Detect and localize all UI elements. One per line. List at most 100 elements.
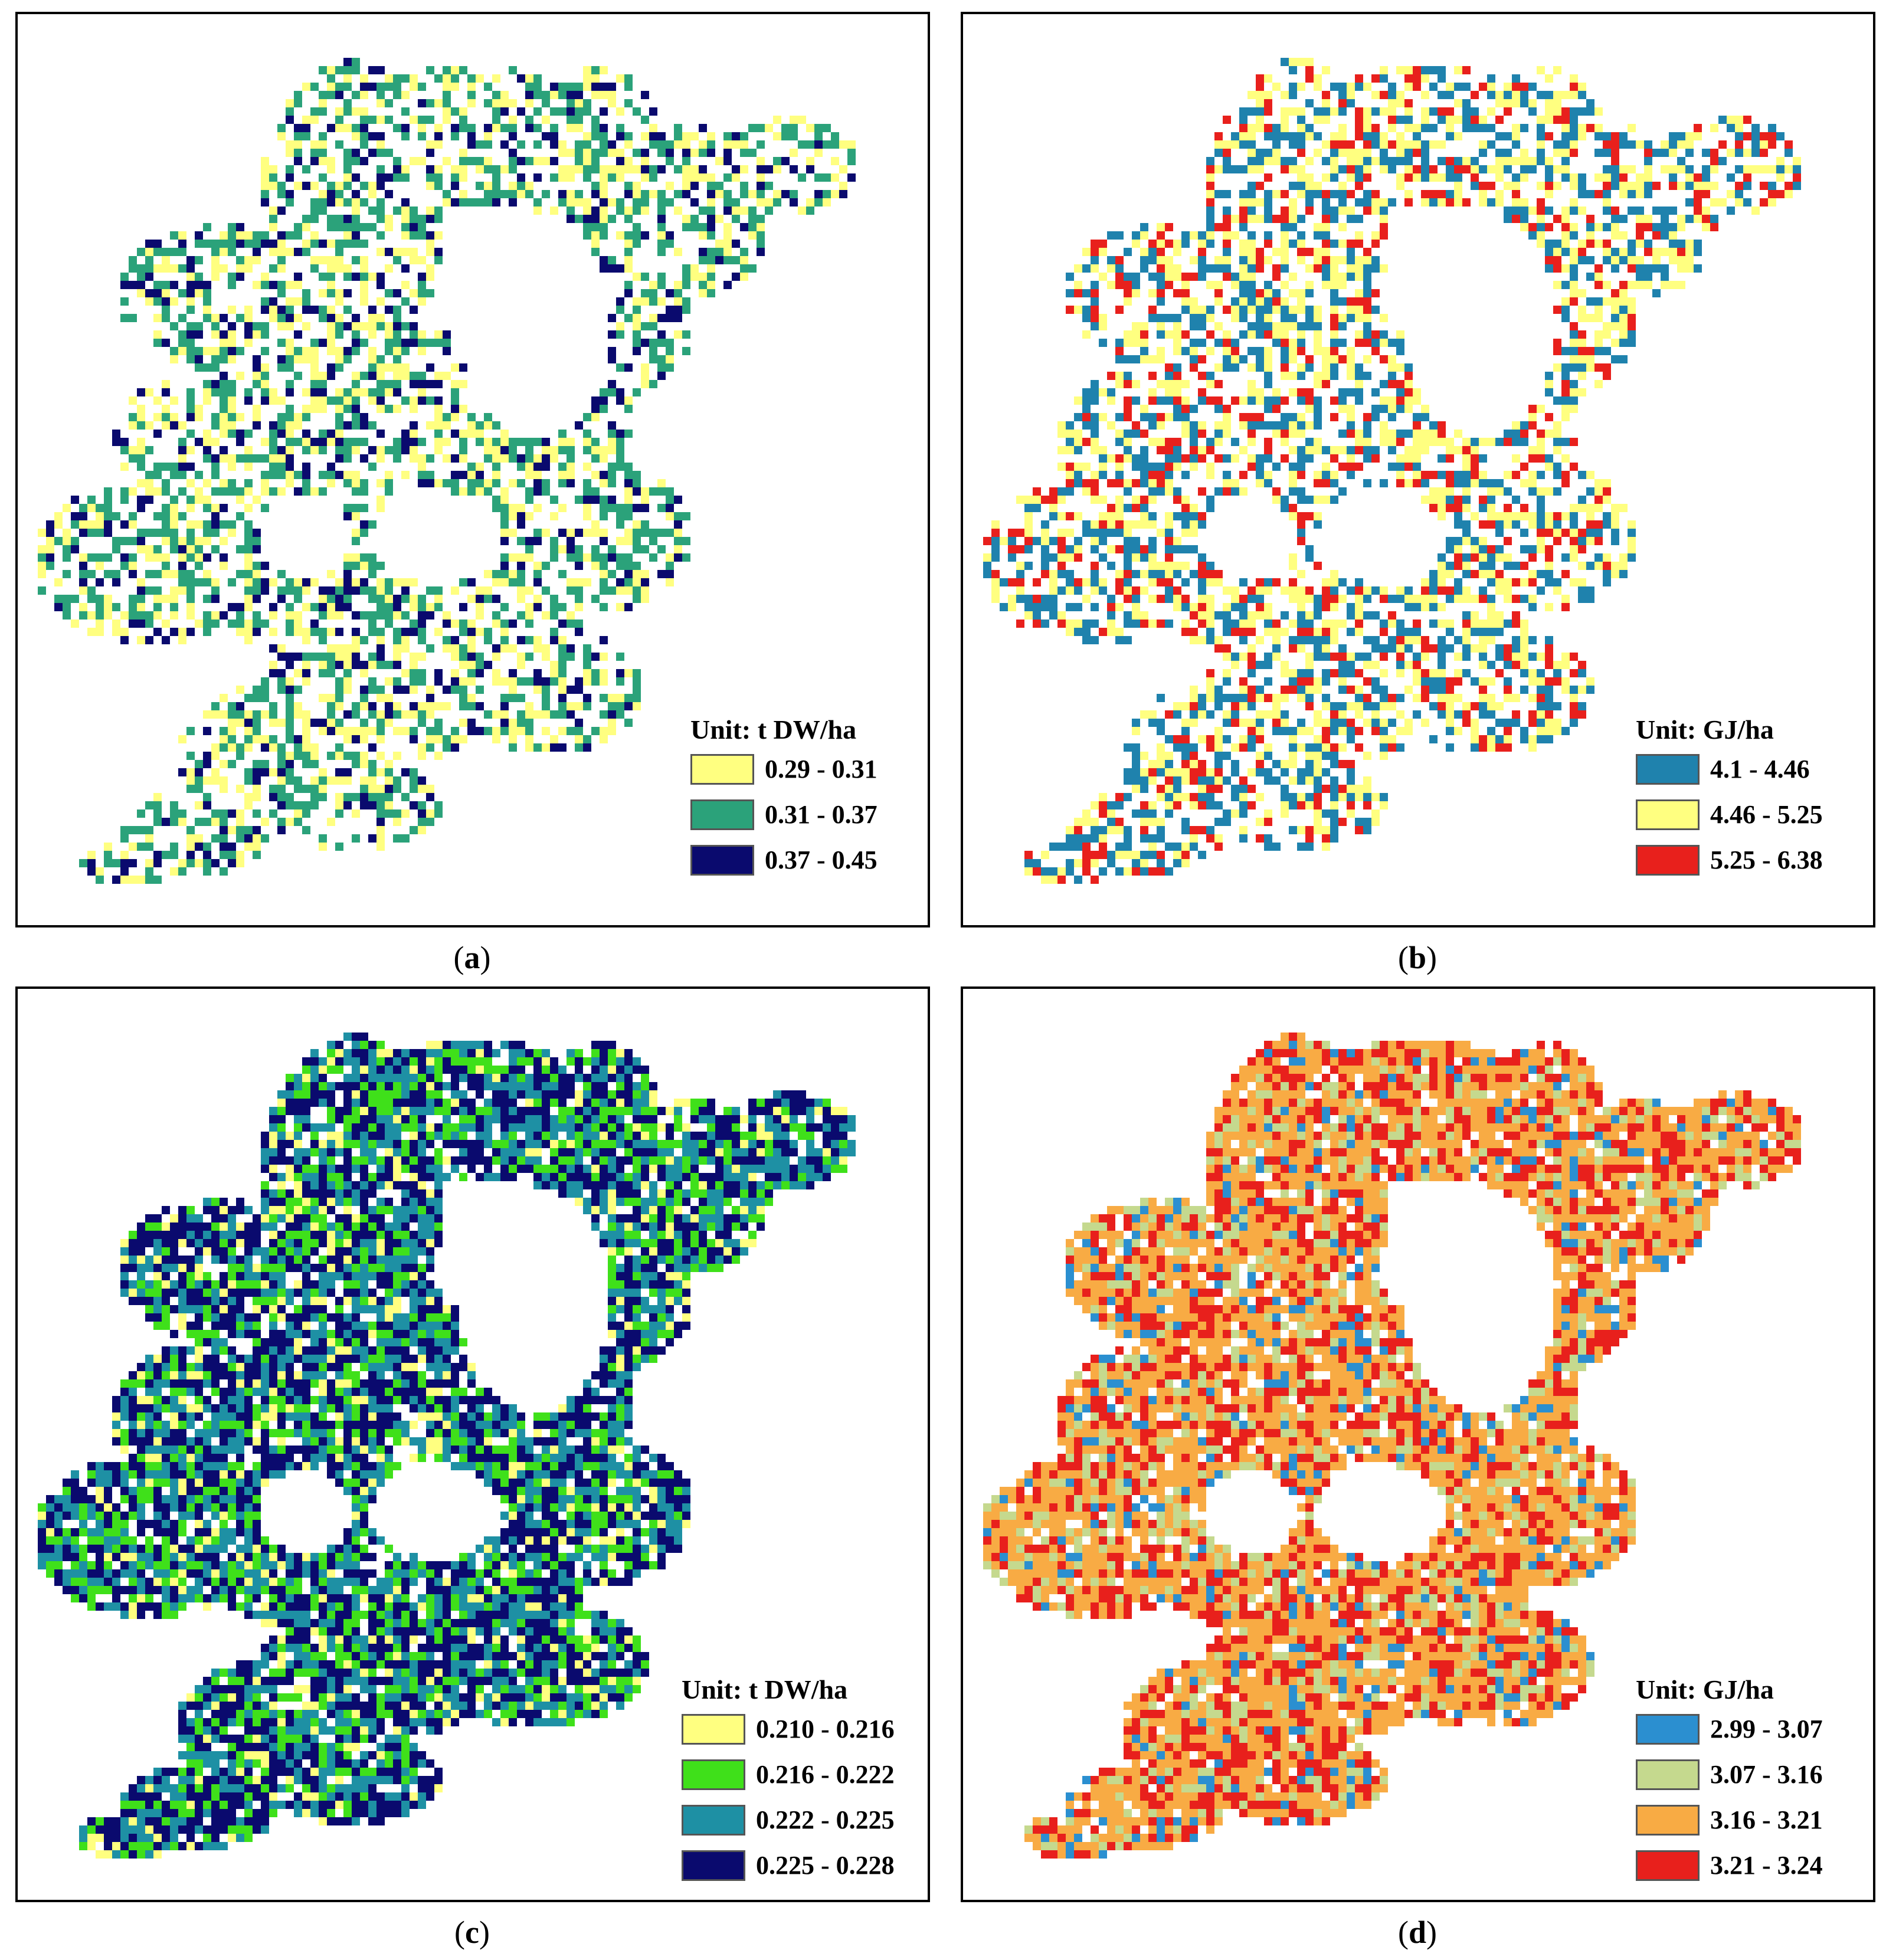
raster-cell <box>608 421 616 430</box>
raster-cell <box>583 694 591 702</box>
raster-cell <box>1148 248 1157 256</box>
raster-cell <box>715 256 723 264</box>
raster-cell <box>203 570 211 578</box>
raster-cell <box>1570 107 1578 116</box>
raster-cell <box>343 388 352 396</box>
raster-cell <box>1471 454 1479 463</box>
raster-cell <box>1785 165 1793 173</box>
raster-cell <box>352 727 360 735</box>
raster-cell <box>1404 124 1413 132</box>
raster-cell <box>335 256 343 264</box>
raster-cell <box>1611 512 1619 520</box>
raster-cell <box>96 520 104 529</box>
raster-cell <box>1438 198 1446 207</box>
raster-cell <box>583 413 591 421</box>
raster-cell <box>459 405 467 413</box>
raster-cell <box>385 347 393 355</box>
raster-cell <box>1371 207 1380 215</box>
raster-cell <box>1702 190 1710 198</box>
raster-cell <box>1289 182 1297 190</box>
raster-cell <box>253 578 261 586</box>
raster-cell <box>1512 512 1520 520</box>
raster-cell <box>1330 132 1338 140</box>
raster-cell <box>1247 322 1256 330</box>
raster-cell <box>1247 289 1256 297</box>
raster-cell <box>376 430 385 438</box>
raster-cell <box>1322 578 1330 586</box>
raster-cell <box>533 743 542 752</box>
raster-cell <box>211 273 220 281</box>
raster-cell <box>1190 512 1198 520</box>
raster-cell <box>723 231 732 240</box>
raster-cell <box>1512 421 1520 430</box>
raster-cell <box>1157 487 1165 496</box>
raster-cell <box>1322 264 1330 273</box>
raster-cell <box>583 165 591 173</box>
raster-cell <box>178 289 186 297</box>
raster-cell <box>170 322 178 330</box>
raster-cell <box>591 396 600 405</box>
raster-cell <box>368 653 376 661</box>
raster-cell <box>277 322 286 330</box>
raster-cell <box>153 471 162 479</box>
raster-cell <box>1330 140 1338 149</box>
raster-cell <box>203 430 211 438</box>
raster-cell <box>1537 198 1545 207</box>
raster-cell <box>1124 355 1132 363</box>
raster-cell <box>120 273 129 281</box>
raster-cell <box>220 611 228 620</box>
raster-cell <box>467 471 476 479</box>
raster-cell <box>781 124 790 132</box>
raster-cell <box>1198 586 1206 595</box>
raster-cell <box>1578 586 1586 595</box>
raster-cell <box>1330 289 1338 297</box>
raster-cell <box>492 611 500 620</box>
raster-cell <box>591 248 600 256</box>
raster-cell <box>583 504 591 512</box>
raster-cell <box>773 198 781 207</box>
raster-cell <box>286 413 294 421</box>
raster-cell <box>1198 372 1206 380</box>
raster-cell <box>393 818 401 826</box>
raster-cell <box>1264 99 1272 107</box>
raster-cell <box>1586 504 1594 512</box>
raster-cell <box>682 537 690 545</box>
raster-cell <box>600 471 608 479</box>
raster-cell <box>153 793 162 801</box>
raster-cell <box>1247 586 1256 595</box>
raster-cell <box>1512 198 1520 207</box>
raster-cell <box>1776 165 1785 173</box>
raster-cell <box>757 124 765 132</box>
raster-cell <box>1380 223 1388 231</box>
raster-cell <box>244 306 253 314</box>
raster-cell <box>1347 388 1355 396</box>
raster-cell <box>666 306 674 314</box>
raster-cell <box>1471 570 1479 578</box>
raster-cell <box>410 430 418 438</box>
raster-cell <box>1049 496 1057 504</box>
raster-cell <box>269 306 277 314</box>
raster-cell <box>1578 124 1586 132</box>
raster-cell <box>1305 586 1314 595</box>
raster-cell <box>410 231 418 240</box>
raster-cell <box>567 578 575 586</box>
raster-cell <box>1140 553 1148 562</box>
raster-cell <box>178 578 186 586</box>
raster-cell <box>699 149 707 157</box>
raster-cell <box>352 710 360 719</box>
raster-cell <box>1082 487 1091 496</box>
raster-cell <box>624 562 633 570</box>
raster-cell <box>393 710 401 719</box>
raster-cell <box>1165 545 1173 553</box>
raster-cell <box>1124 537 1132 545</box>
raster-cell <box>162 314 170 322</box>
raster-cell <box>302 182 310 190</box>
raster-cell <box>1347 256 1355 264</box>
raster-cell <box>162 553 170 562</box>
raster-cell <box>253 355 261 363</box>
raster-cell <box>228 306 236 314</box>
raster-cell <box>1214 140 1223 149</box>
raster-cell <box>1438 438 1446 446</box>
raster-cell <box>657 165 666 173</box>
raster-cell <box>253 727 261 735</box>
